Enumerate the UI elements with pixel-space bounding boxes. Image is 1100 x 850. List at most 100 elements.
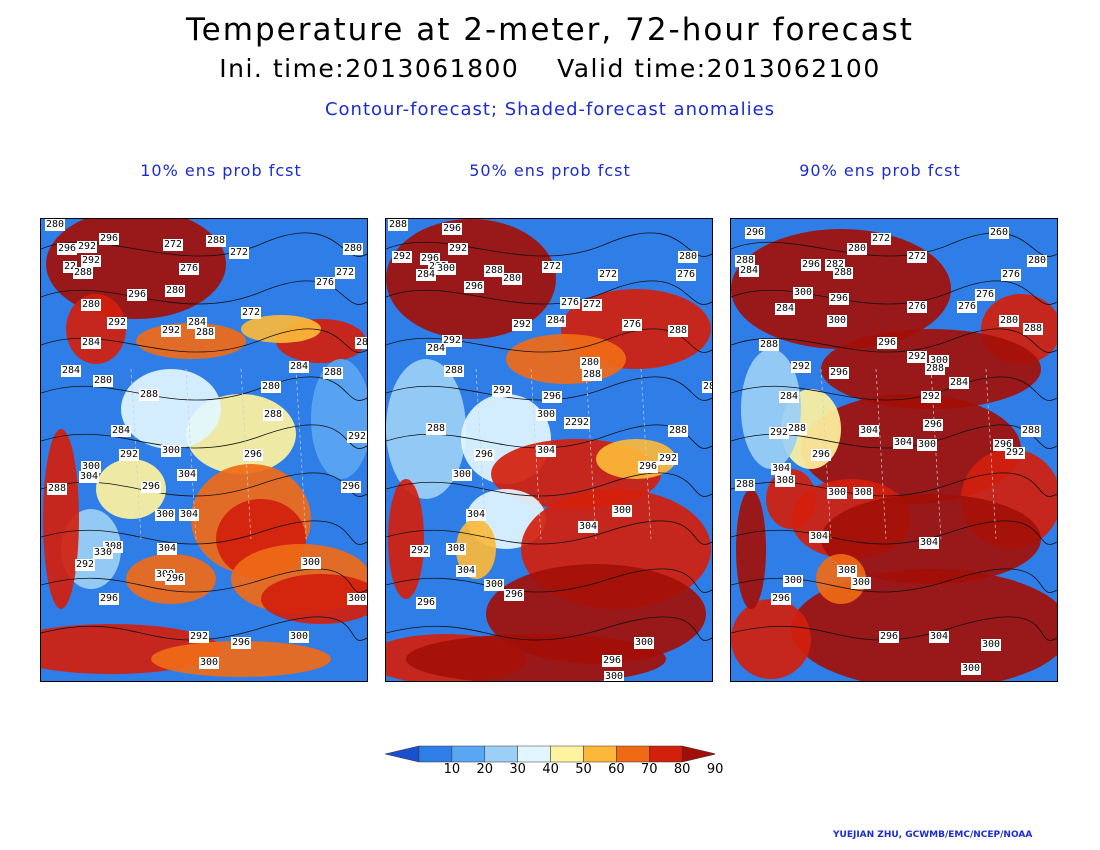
contour-label: 300 [783, 575, 804, 587]
boundary-line [295, 368, 307, 540]
contour-label: 300 [301, 557, 322, 569]
contour-label: 280 [81, 299, 102, 311]
contour-label: 284 [187, 317, 208, 329]
isotherm-contour [731, 616, 1057, 641]
contour-label: 276 [907, 301, 928, 313]
contour-label: 280 [580, 357, 601, 369]
contour-label: 300 [436, 263, 457, 275]
isotherm-contour [731, 232, 1057, 257]
isotherm-contour [731, 328, 1057, 353]
contour-label: 280 [165, 285, 186, 297]
contour-label: 288 [206, 235, 227, 247]
contour-label: 304 [919, 537, 940, 549]
contour-label: 280 [93, 375, 114, 387]
contour-label: 300 [961, 663, 982, 675]
contour-label: 288 [759, 339, 780, 351]
contour-label: 296 [127, 289, 148, 301]
contour-label: 284 [416, 269, 437, 281]
colorbar-arrow-low [385, 745, 420, 763]
anomaly-shade-region [456, 519, 496, 579]
contour-label: 288 [484, 265, 505, 277]
contour-label: 296 [416, 597, 437, 609]
contour-label: 300 [981, 639, 1002, 651]
colorbar-segment [517, 745, 551, 763]
colorbar-tick-label: 50 [575, 762, 592, 777]
contour-label: 284 [739, 265, 760, 277]
contour-label: 304 [456, 565, 477, 577]
chart-title: Temperature at 2-meter, 72-hour forecast [186, 12, 914, 48]
colorbar-tick-label: 90 [706, 762, 724, 777]
contour-label: 304 [578, 521, 599, 533]
contour-label: 272 [229, 247, 250, 259]
contour-label: 288 [388, 219, 409, 231]
contour-label: 284 [779, 391, 800, 403]
contour-label: 276 [957, 301, 978, 313]
contour-label: 296 [99, 233, 120, 245]
anomaly-shade-region [801, 394, 1021, 504]
contour-label: 288 [582, 369, 603, 381]
anomaly-shade-region [736, 489, 766, 609]
anomaly-shade-region [388, 479, 424, 599]
contour-label: 292 [512, 319, 533, 331]
contour-label: 300 [851, 577, 872, 589]
contour-label: 296 [57, 243, 78, 255]
contour-label: 296 [829, 367, 850, 379]
contour-label: 284 [775, 303, 796, 315]
isotherm-contour [41, 568, 367, 593]
contour-label: 300 [199, 657, 220, 669]
isotherm-contour [386, 520, 712, 545]
contour-label: 300 [604, 671, 625, 682]
colorbar-segment [550, 745, 584, 763]
contour-label: 296 [811, 449, 832, 461]
boundary-line [585, 368, 597, 540]
contour-label: 304 [79, 471, 100, 483]
map-panel-90-percent: 296 260 272 280 288 284 296 282 288 272 280 276 300 2… [730, 218, 1058, 682]
contour-label: 276 [560, 297, 581, 309]
contour-label: 280 [999, 315, 1020, 327]
contour-label: 304 [859, 425, 880, 437]
anomaly-shade-region [506, 334, 626, 384]
contour-label: 304 [929, 631, 950, 643]
contour-label: 280 [678, 251, 699, 263]
isotherm-contour [731, 472, 1057, 497]
contour-label: 284 [111, 425, 132, 437]
contour-label: 272 [582, 299, 603, 311]
colorbar-segment [649, 745, 683, 763]
map-panel-50-percent: 2882962922922962923002842722802722762882… [385, 218, 713, 682]
contour-label: 288 [925, 363, 946, 375]
contour-label: 280 [847, 243, 868, 255]
contour-label: 288 [668, 325, 689, 337]
contour-label: 304 [809, 531, 830, 543]
anomaly-shade-region [241, 315, 321, 343]
contour-label: 296 [474, 449, 495, 461]
contour-label: 280 [502, 273, 523, 285]
contour-label: 292 [448, 243, 469, 255]
contour-label: 284 [949, 377, 970, 389]
colorbar-arrow-high [681, 745, 715, 763]
contour-label: 284 [81, 337, 102, 349]
contour-label: 284 [426, 343, 447, 355]
anomaly-shade-region [731, 599, 811, 679]
contour-label: 292 [442, 335, 463, 347]
isotherm-contour [41, 280, 367, 305]
contour-label: 296 [879, 631, 900, 643]
contour-label: 288 [787, 423, 808, 435]
contour-label: 292 [791, 361, 812, 373]
contour-label: 292 [658, 453, 679, 465]
isotherm-contour [41, 616, 367, 641]
anomaly-shade-region [43, 429, 79, 609]
colorbar-tick-label: 30 [509, 762, 526, 777]
contour-label: 2292 [564, 417, 591, 429]
colorbar-segment [451, 745, 486, 763]
contour-label: 272 [907, 251, 928, 263]
contour-label: 308 [837, 565, 858, 577]
contour-label: 288 [735, 255, 756, 267]
contour-label: 296 [801, 259, 822, 271]
boundary-line [930, 368, 942, 540]
contour-label: 296 [442, 223, 463, 235]
colorbar-tick-label: 60 [608, 762, 625, 777]
colorbar-segment [616, 745, 650, 763]
contour-label: 292 [392, 251, 413, 263]
contour-label: 292 [81, 255, 102, 267]
contour-label: 28 [702, 381, 712, 393]
